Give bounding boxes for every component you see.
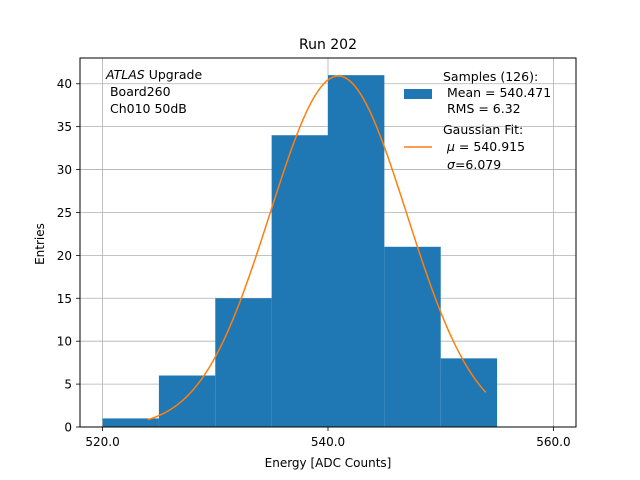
legend-fit-title: Gaussian Fit:: [443, 122, 523, 137]
legend-fit-mu-value: = 540.915: [455, 139, 525, 154]
y-tick-label: 5: [64, 378, 72, 392]
board-label: Board260: [106, 84, 171, 99]
histogram-bar: [215, 298, 272, 427]
svg-text:ATLAS Upgrade: ATLAS Upgrade: [105, 67, 202, 82]
y-tick-label: 15: [57, 292, 72, 306]
annotation-text: ATLAS Upgrade Board260 Ch010 50dB: [105, 67, 202, 116]
legend-samples-mean: Mean = 540.471: [443, 85, 551, 100]
y-tick-label: 0: [64, 421, 72, 435]
legend-fit-sigma-value: =6.079: [455, 157, 501, 172]
histogram-bars: [102, 75, 498, 428]
y-tick-label: 20: [57, 249, 72, 263]
x-tick-label: 560.0: [536, 435, 570, 449]
atlas-label: ATLAS: [105, 67, 145, 82]
legend-samples-swatch: [404, 89, 432, 99]
channel-label: Ch010 50dB: [106, 101, 187, 116]
ticks: 520.0 540.0 560.0 0 5 10 15 20 25 30 35 40: [57, 77, 571, 449]
histogram-bar: [271, 135, 328, 428]
gaussian-fit: [147, 75, 487, 421]
chart-title: Run 202: [299, 37, 357, 53]
x-tick-label: 540.0: [311, 435, 345, 449]
x-tick-label: 520.0: [85, 435, 119, 449]
y-tick-label: 35: [57, 120, 72, 134]
legend-samples-title: Samples (126):: [443, 69, 538, 84]
legend-samples-rms: RMS = 6.32: [443, 101, 521, 116]
histogram-bar: [102, 418, 159, 427]
y-tick-label: 30: [57, 163, 72, 177]
y-axis-label: Entries: [33, 223, 47, 265]
legend: Samples (126): Mean = 540.471 RMS = 6.32…: [404, 69, 551, 172]
y-tick-label: 25: [57, 206, 72, 220]
histogram-bar: [328, 75, 385, 428]
svg-text:σ=6.079: σ=6.079: [447, 157, 501, 172]
legend-fit-mu-symbol: μ: [446, 139, 455, 154]
x-axis-label: Energy [ADC Counts]: [265, 456, 392, 470]
upgrade-label: Upgrade: [145, 67, 203, 82]
legend-fit-sigma-symbol: σ: [447, 157, 456, 172]
histogram-bar: [158, 375, 216, 427]
y-tick-label: 40: [57, 77, 72, 91]
histogram-bar: [384, 246, 441, 427]
y-tick-label: 10: [57, 335, 72, 349]
gaussian-fit-curve: [147, 75, 487, 421]
svg-text:μ = 540.915: μ = 540.915: [446, 139, 525, 154]
